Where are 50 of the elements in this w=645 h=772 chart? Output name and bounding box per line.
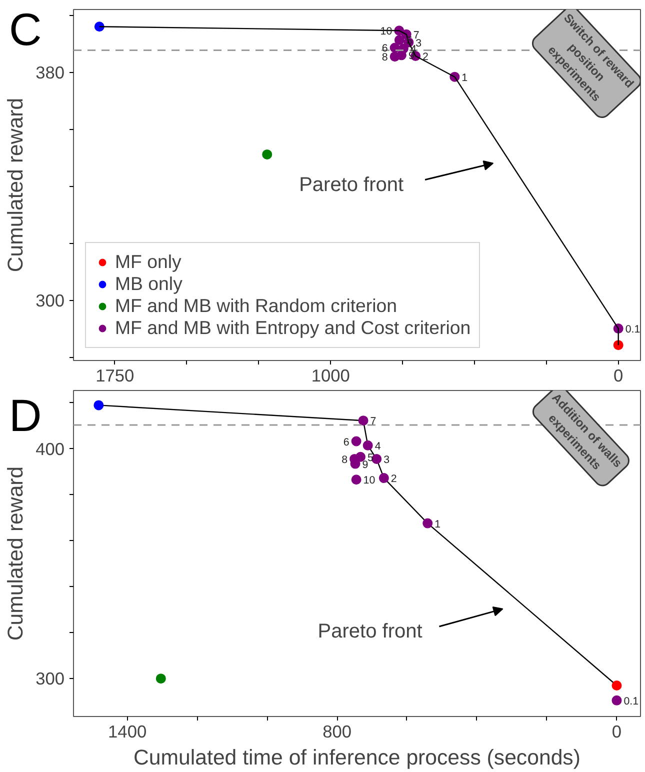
point xyxy=(422,518,433,528)
point xyxy=(156,674,166,684)
x-tick-label: 1000 xyxy=(311,366,350,386)
x-tick-label: 0 xyxy=(614,366,624,386)
annotation: 7 xyxy=(370,416,376,428)
y-tick-label: 300 xyxy=(36,668,65,689)
legend-label: MF only xyxy=(115,251,182,273)
annotation: 4 xyxy=(374,440,381,452)
point xyxy=(351,436,362,446)
text: C xyxy=(9,4,42,55)
point xyxy=(612,680,622,690)
point xyxy=(394,35,404,46)
y-axis-title: Cumulated reward xyxy=(4,98,28,272)
point xyxy=(362,440,373,450)
annotation: 1 xyxy=(434,518,441,530)
annotation: 8 xyxy=(342,454,348,466)
annotation: 0.1 xyxy=(624,695,639,708)
annotation: Pareto front xyxy=(318,620,423,642)
annotation: 0.1 xyxy=(625,324,640,336)
x-tick-label: 800 xyxy=(322,722,352,742)
annotation: 6 xyxy=(343,436,350,448)
point xyxy=(262,149,272,160)
point xyxy=(94,400,104,410)
x-axis-title: Cumulated time of inference process (seconds) xyxy=(134,746,580,770)
legend-label: MF and MB with Random criterion xyxy=(115,295,398,317)
text: D xyxy=(9,390,42,441)
point xyxy=(358,416,368,426)
legend-label: MB only xyxy=(115,273,182,295)
point xyxy=(612,695,622,706)
x-tick-label: 1750 xyxy=(96,366,134,386)
y-axis-title: Cumulated reward xyxy=(4,466,28,641)
annotation: 9 xyxy=(362,458,368,471)
annotation: 3 xyxy=(384,454,390,466)
y-tick-label: 400 xyxy=(36,438,65,459)
x-tick-label: 1400 xyxy=(108,722,147,742)
annotation: Pareto front xyxy=(299,174,404,196)
annotation: 8 xyxy=(382,52,388,64)
annotation: 2 xyxy=(390,473,397,486)
annotation: 3 xyxy=(416,37,422,50)
annotation: 2 xyxy=(422,51,429,64)
annotation: 10 xyxy=(363,474,376,487)
point xyxy=(94,22,104,32)
point xyxy=(396,50,406,60)
point xyxy=(351,474,362,485)
annotation: 1 xyxy=(462,72,468,84)
legend-label: MF and MB with Entropy and Cost criterion xyxy=(115,317,471,339)
y-tick-label: 380 xyxy=(36,62,65,82)
point xyxy=(378,473,389,484)
y-tick-label: 300 xyxy=(36,290,65,311)
x-tick-label: 0 xyxy=(612,722,622,742)
